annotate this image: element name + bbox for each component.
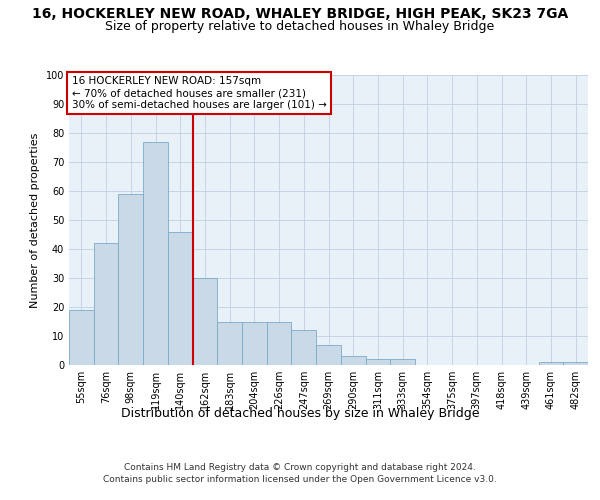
- Bar: [539, 362, 563, 365]
- Y-axis label: Number of detached properties: Number of detached properties: [30, 132, 40, 308]
- Bar: [292, 330, 316, 365]
- Bar: [563, 362, 588, 365]
- Text: 16 HOCKERLEY NEW ROAD: 157sqm
← 70% of detached houses are smaller (231)
30% of : 16 HOCKERLEY NEW ROAD: 157sqm ← 70% of d…: [71, 76, 326, 110]
- Bar: [316, 344, 341, 365]
- Text: Contains public sector information licensed under the Open Government Licence v3: Contains public sector information licen…: [103, 475, 497, 484]
- Bar: [341, 356, 365, 365]
- Text: Contains HM Land Registry data © Crown copyright and database right 2024.: Contains HM Land Registry data © Crown c…: [124, 462, 476, 471]
- Bar: [118, 194, 143, 365]
- Bar: [69, 310, 94, 365]
- Bar: [168, 232, 193, 365]
- Text: Size of property relative to detached houses in Whaley Bridge: Size of property relative to detached ho…: [106, 20, 494, 33]
- Bar: [242, 322, 267, 365]
- Bar: [390, 359, 415, 365]
- Bar: [267, 322, 292, 365]
- Bar: [365, 359, 390, 365]
- Text: 16, HOCKERLEY NEW ROAD, WHALEY BRIDGE, HIGH PEAK, SK23 7GA: 16, HOCKERLEY NEW ROAD, WHALEY BRIDGE, H…: [32, 8, 568, 22]
- Bar: [143, 142, 168, 365]
- Bar: [193, 278, 217, 365]
- Bar: [94, 243, 118, 365]
- Bar: [217, 322, 242, 365]
- Text: Distribution of detached houses by size in Whaley Bridge: Distribution of detached houses by size …: [121, 408, 479, 420]
